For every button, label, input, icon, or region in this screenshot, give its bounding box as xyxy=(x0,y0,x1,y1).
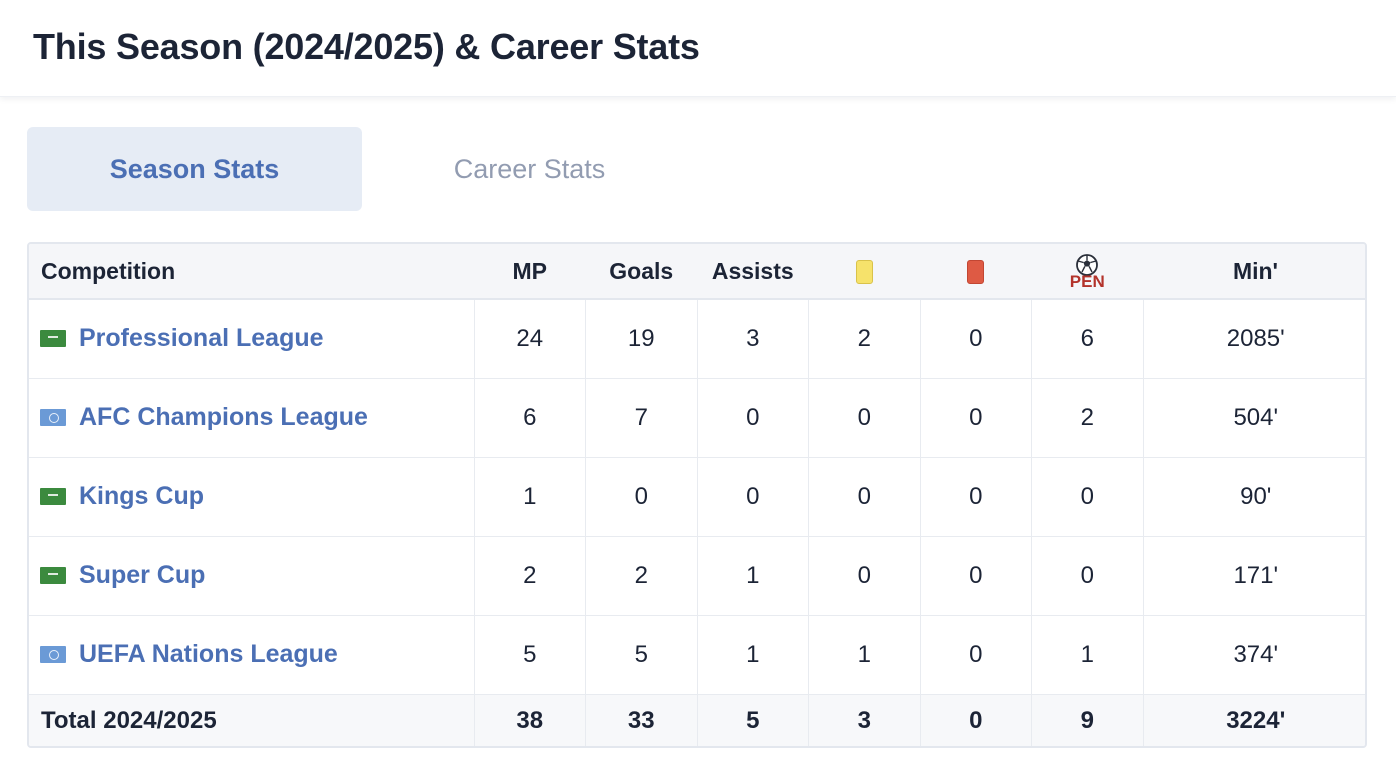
competition-link[interactable]: Professional League xyxy=(79,324,324,353)
cell-red: 0 xyxy=(919,299,1032,379)
total-row: Total 2024/2025 38 33 5 3 0 9 3224' xyxy=(29,694,1365,746)
cell-pen: 2 xyxy=(1031,378,1143,458)
cell-assists: 1 xyxy=(696,536,809,616)
cell-red: 0 xyxy=(919,615,1032,695)
cell-mp: 5 xyxy=(473,615,586,695)
cell-goals: 19 xyxy=(585,299,697,379)
saudi-flag-icon xyxy=(40,567,66,584)
table-header-row: Competition MP Goals Assists xyxy=(29,244,1365,300)
table-row: Kings Cup 1 0 0 0 0 0 90' xyxy=(29,457,1365,537)
cell-red: 0 xyxy=(919,457,1032,537)
cell-pen: 0 xyxy=(1031,457,1143,537)
cell-goals: 0 xyxy=(585,457,697,537)
un-flag-icon xyxy=(40,409,66,426)
cell-yellow: 0 xyxy=(808,378,920,458)
cell-goals: 5 xyxy=(585,615,697,695)
total-yellow: 3 xyxy=(808,694,920,746)
competition-link[interactable]: Kings Cup xyxy=(79,482,204,510)
competition-link[interactable]: UEFA Nations League xyxy=(79,640,338,668)
col-penalties: PEN xyxy=(1031,244,1143,300)
total-red: 0 xyxy=(919,694,1032,746)
competition-link[interactable]: Super Cup xyxy=(79,561,206,589)
col-minutes: Min' xyxy=(1143,244,1365,300)
cell-minutes: 90' xyxy=(1142,457,1365,537)
col-competition: Competition xyxy=(29,244,474,300)
cell-minutes: 171' xyxy=(1142,536,1365,616)
col-mp: MP xyxy=(474,244,586,300)
total-goals: 33 xyxy=(585,694,697,746)
tab-season-stats[interactable]: Season Stats xyxy=(27,127,362,211)
competition-link[interactable]: AFC Champions League xyxy=(79,403,368,431)
un-flag-icon xyxy=(40,646,66,663)
saudi-flag-icon xyxy=(40,488,66,505)
col-assists: Assists xyxy=(697,244,809,300)
cell-pen: 0 xyxy=(1031,536,1143,616)
cell-mp: 24 xyxy=(473,299,586,379)
cell-yellow: 1 xyxy=(808,615,920,695)
col-goals: Goals xyxy=(585,244,697,300)
yellow-card-icon xyxy=(855,260,873,285)
table-row: Super Cup 2 2 1 0 0 0 171' xyxy=(29,536,1365,616)
cell-mp: 2 xyxy=(473,536,586,616)
total-minutes: 3224' xyxy=(1142,694,1365,746)
cell-mp: 6 xyxy=(473,378,586,458)
total-assists: 5 xyxy=(696,694,809,746)
cell-goals: 7 xyxy=(585,378,697,458)
penalty-label: PEN xyxy=(1069,271,1105,291)
cell-red: 0 xyxy=(919,536,1032,616)
cell-yellow: 0 xyxy=(808,536,920,616)
cell-pen: 1 xyxy=(1031,615,1143,695)
cell-assists: 3 xyxy=(696,299,809,379)
cell-assists: 0 xyxy=(696,457,809,537)
table-row: Professional League 24 19 3 2 0 6 2085' xyxy=(29,299,1365,379)
col-red-cards xyxy=(920,244,1032,300)
cell-yellow: 0 xyxy=(808,457,920,537)
col-yellow-cards xyxy=(808,244,920,300)
red-card-icon xyxy=(967,260,985,285)
cell-yellow: 2 xyxy=(808,299,920,379)
total-pen: 9 xyxy=(1031,694,1143,746)
penalty-ball-icon xyxy=(1076,253,1099,276)
cell-red: 0 xyxy=(919,378,1032,458)
page-header: This Season (2024/2025) & Career Stats xyxy=(0,0,1396,97)
total-mp: 38 xyxy=(473,694,586,746)
cell-pen: 6 xyxy=(1031,299,1143,379)
cell-assists: 0 xyxy=(696,378,809,458)
cell-goals: 2 xyxy=(585,536,697,616)
total-label: Total 2024/2025 xyxy=(41,707,217,735)
cell-mp: 1 xyxy=(473,457,586,537)
cell-assists: 1 xyxy=(696,615,809,695)
cell-minutes: 504' xyxy=(1142,378,1365,458)
table-row: UEFA Nations League 5 5 1 1 0 1 374' xyxy=(29,615,1365,695)
cell-minutes: 374' xyxy=(1142,615,1365,695)
saudi-flag-icon xyxy=(40,330,66,348)
stats-table: Competition MP Goals Assists xyxy=(27,242,1367,748)
page-title: This Season (2024/2025) & Career Stats xyxy=(33,26,700,67)
tab-career-stats[interactable]: Career Stats xyxy=(453,153,606,184)
cell-minutes: 2085' xyxy=(1142,299,1365,379)
table-row: AFC Champions League 6 7 0 0 0 2 504' xyxy=(29,378,1365,458)
